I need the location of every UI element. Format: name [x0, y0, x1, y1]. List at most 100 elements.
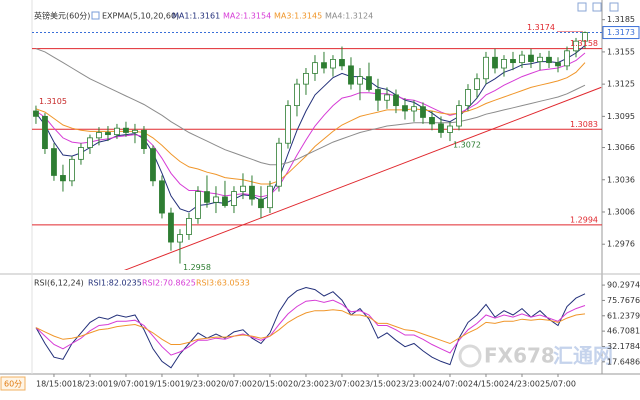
- candle-body: [168, 212, 174, 243]
- candle-body: [339, 59, 345, 67]
- level-label: 1.3083: [570, 120, 598, 129]
- candle-body: [150, 148, 156, 182]
- candle-body: [96, 132, 102, 139]
- candle-body: [249, 185, 255, 200]
- candle-body: [42, 115, 48, 149]
- candle-body: [348, 65, 354, 85]
- candle-body: [438, 123, 444, 133]
- legend-entry: RSI3:63.0533: [196, 279, 250, 288]
- candle-body: [384, 94, 390, 101]
- candle-body: [303, 72, 309, 85]
- x-tick-label: 20/23:00: [288, 380, 324, 389]
- settings-icon[interactable]: [91, 11, 100, 20]
- y-tick-label: 1.2976: [607, 240, 635, 249]
- x-tick-label: 24/15:00: [468, 380, 504, 389]
- candle-body: [564, 50, 570, 67]
- candle-body: [366, 76, 372, 90]
- toolbar-icon[interactable]: [609, 2, 619, 12]
- candle-body: [375, 89, 381, 101]
- indicator-label: EXPMA(5,10,20,60): [102, 12, 179, 21]
- candle-body: [240, 185, 246, 192]
- x-tick-label: 20/15:00: [252, 380, 288, 389]
- candle-body: [456, 105, 462, 127]
- candle-body: [465, 89, 471, 107]
- indicator-line: [35, 286, 586, 369]
- indicator-line: [35, 48, 586, 166]
- candle-body: [501, 59, 507, 69]
- candle-body: [78, 147, 84, 160]
- x-tick-label: 24/23:00: [504, 380, 540, 389]
- candle-body: [393, 94, 399, 107]
- x-tick-label: 23/07:00: [324, 380, 360, 389]
- legend-entry: MA1:1.3161: [172, 12, 220, 21]
- candle-body: [537, 56, 543, 62]
- candle-body: [510, 59, 516, 64]
- candle-body: [267, 185, 273, 209]
- last-price-box: [602, 26, 640, 40]
- candle-body: [195, 191, 201, 219]
- candle-body: [555, 62, 561, 67]
- candle-body: [87, 137, 93, 148]
- x-tick-label: 25/07:00: [540, 380, 576, 389]
- x-tick-label: 19/23:00: [180, 380, 216, 389]
- candle-body: [186, 218, 192, 235]
- y-tick-label: 46.7081: [607, 327, 640, 336]
- candle-body: [330, 59, 336, 69]
- candle-body: [402, 105, 408, 112]
- candle-body: [573, 40, 579, 52]
- candle-body: [258, 198, 264, 209]
- indicator-line: [35, 299, 586, 356]
- y-tick-label: 1.3036: [607, 175, 635, 184]
- candle-body: [294, 83, 300, 107]
- y-tick-label: 1.3006: [607, 207, 635, 216]
- candle-body: [132, 129, 138, 133]
- annotation-label: 1.3174: [527, 23, 555, 32]
- y-tick-label: 32.1784: [607, 342, 640, 351]
- x-tick-label: 20/07:00: [216, 380, 252, 389]
- period-label[interactable]: 60分: [4, 380, 22, 389]
- y-tick-label: 61.2379: [607, 311, 640, 320]
- y-tick-label: 75.7676: [607, 296, 640, 305]
- legend-entry: RSI2:70.8625: [142, 279, 196, 288]
- level-label: 1.2994: [570, 215, 598, 224]
- x-tick-label: 18/15:00: [36, 380, 72, 389]
- candle-body: [492, 56, 498, 69]
- candle-body: [222, 196, 228, 206]
- candle-body: [357, 76, 363, 85]
- candle-body: [231, 191, 237, 206]
- trend-line: [123, 86, 602, 270]
- rsi-title: RSI(6,12,24): [34, 279, 84, 288]
- chart-title: 英镑美元(60分): [34, 11, 90, 21]
- y-tick-label: 1.3095: [607, 112, 635, 121]
- candle-body: [474, 78, 480, 90]
- watermark: FX678: [484, 344, 555, 368]
- y-tick-label: 17.6486: [607, 357, 640, 366]
- candle-body: [519, 54, 525, 64]
- rsi-panel: [35, 286, 586, 369]
- x-tick-label: 19/07:00: [108, 380, 144, 389]
- toolbar-icon[interactable]: [592, 2, 602, 12]
- period-box[interactable]: [0, 376, 26, 391]
- candle-body: [483, 56, 489, 80]
- candle-body: [213, 196, 219, 203]
- y-tick-label: 90.2974: [607, 281, 640, 290]
- candle-body: [114, 127, 120, 136]
- candle-body: [141, 129, 147, 149]
- candle-body: [204, 191, 210, 203]
- y-tick-label: 1.3185: [607, 15, 635, 24]
- y-tick-label: 1.3125: [607, 80, 635, 89]
- x-tick-label: 19/15:00: [144, 380, 180, 389]
- candle-body: [159, 180, 165, 214]
- annotation-label: 1.3105: [39, 97, 67, 106]
- toolbar-icon[interactable]: [577, 2, 587, 12]
- candle-body: [51, 148, 57, 176]
- indicator-line: [35, 309, 586, 345]
- indicator-line: [35, 52, 586, 198]
- candle-body: [447, 125, 453, 133]
- candle-body: [33, 110, 39, 117]
- x-tick-label: 18/23:00: [72, 380, 108, 389]
- x-tick-label: 24/07:00: [432, 380, 468, 389]
